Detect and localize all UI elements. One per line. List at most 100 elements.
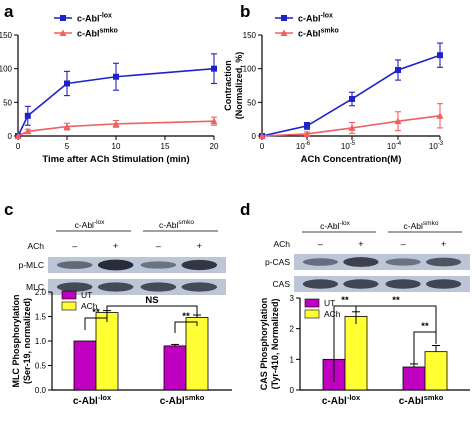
panel-d-ytick-label: 1 [290, 355, 295, 364]
panel-c-blot: c-Abl-lox c-Ablsmko ACh – + – + p-MLC MLC [18, 219, 226, 295]
panel-a-point [211, 65, 217, 72]
panel-c-sig-bracket [106, 305, 198, 318]
panel-c-blot-band [140, 261, 177, 269]
panel-d-sig-bracket [413, 331, 437, 366]
panel-b-legend-marker [281, 15, 287, 21]
panel-a-xtick-label: 15 [161, 142, 170, 151]
panel-c-legend-label: UT [81, 290, 92, 300]
panel-d-legend-swatch [304, 298, 320, 308]
panel-b-ytick-label: 0 [252, 132, 257, 141]
panel-label-c: c [4, 200, 13, 219]
panel-d-legend-label: ACh [324, 309, 341, 319]
panel-d-blot-band [343, 257, 379, 267]
panel-b-xtick-label: 10-5 [341, 141, 356, 151]
panel-c-blot-strip [48, 279, 226, 295]
panel-d-bar [402, 366, 426, 391]
panel-b-ytick-label: 150 [243, 31, 257, 40]
panel-a-xtick-label: 0 [16, 142, 21, 151]
panel-a-point [210, 117, 218, 125]
panel-b-point [303, 130, 311, 137]
panel-c-sig-label: ** [92, 307, 100, 318]
panel-c-category-label: c-Ablsmko [160, 393, 205, 407]
panel-b-ytick-label: 100 [243, 65, 257, 74]
panel-b-x-axis-label: ACh Concentration(M) [301, 154, 402, 165]
panel-b-series-line [261, 54, 441, 137]
panel-c-blot-strip [48, 257, 226, 273]
panel-c-row-label: MLC [26, 282, 44, 292]
panel-b-point [436, 112, 444, 119]
panel-a-point [24, 127, 32, 135]
panel-d-blot-band [385, 258, 421, 266]
panel-d-blot-strip [294, 254, 470, 270]
panel-c-blot-band [56, 282, 93, 292]
panel-d-group-label: c-Abl-lox [320, 220, 351, 231]
panel-b-ytick-label: 50 [247, 98, 256, 107]
panel-d-blot-strip [294, 276, 470, 292]
panel-d-legend-swatch [304, 309, 320, 319]
panel-c-bar [73, 340, 97, 391]
panel-c-ach-sign: – [156, 241, 161, 251]
panel-a-legend-marker [59, 29, 67, 36]
panel-d-row-label: p-CAS [265, 257, 290, 267]
panel-a-x-axis-label: Time after ACh Stimulation (min) [42, 154, 189, 165]
panel-b-xtick-label: 10-6 [296, 141, 311, 151]
panel-b-chart: 0 50 100 150 0 10-6 10-5 10-4 10-3 ACh Concentrat… [223, 13, 444, 166]
panel-a-ytick-label: 150 [0, 31, 13, 40]
panel-c-blot-band [181, 282, 218, 292]
panel-d-ytick-label: 2 [290, 325, 295, 334]
panel-a-xtick-label: 5 [65, 142, 70, 151]
panel-b-legend-marker [280, 29, 288, 36]
panel-b-legend-label: c-Ablsmko [298, 28, 339, 39]
panel-c-bar [185, 317, 209, 391]
panel-d-ach-sign: + [358, 239, 363, 249]
panel-d-blot-band [343, 279, 379, 289]
panel-d-ach-label: ACh [273, 239, 290, 249]
panel-a-xtick-label: 20 [210, 142, 219, 151]
panel-b-xtick-label: 10-4 [387, 141, 402, 151]
panel-c-blot-band [97, 259, 134, 271]
panel-b-xtick-label: 0 [260, 142, 265, 151]
panel-a-xtick-label: 10 [112, 142, 121, 151]
panel-c-legend-label: ACh [81, 301, 98, 311]
panel-d-blot: c-Abl-lox c-Ablsmko ACh – + – + p-CAS CAS [265, 220, 470, 292]
panel-c-ach-sign: + [113, 241, 118, 251]
panel-c-category-label: c-Abl-lox [73, 393, 112, 407]
panel-b-point [349, 95, 355, 102]
panel-b-point [348, 124, 356, 131]
panel-a-legend-label: c-Ablsmko [77, 28, 118, 39]
panel-a-ytick-label: 50 [3, 98, 12, 107]
panel-d-group-label: c-Ablsmko [404, 220, 439, 231]
panel-b-legend-label: c-Abl-lox [298, 13, 333, 24]
panel-c-ytick-label: 0.5 [35, 362, 47, 371]
panel-c-ytick-label: 1.0 [35, 337, 47, 346]
panel-c-blot-band [56, 261, 93, 269]
panel-c-ytick-label: 1.5 [35, 313, 47, 322]
panel-d-sig-bracket [355, 305, 437, 332]
panel-c-sig-label: NS [145, 295, 158, 306]
panel-b-point [437, 52, 443, 59]
panel-d-sig-label: ** [392, 295, 400, 306]
panel-b-xtick-label: 10-3 [429, 141, 444, 151]
panel-c-bar [163, 345, 187, 391]
panel-a-point [112, 120, 120, 127]
panel-c-blot-band [97, 282, 134, 292]
panel-d-chart: 0 1 2 3 CAS Phosphorylation(Tyr-410, Normali… [259, 294, 470, 407]
panel-d-ytick-label: 3 [290, 294, 295, 303]
panel-c-ach-sign: – [72, 241, 77, 251]
panel-b-point [394, 117, 402, 125]
panel-b-point [395, 67, 401, 74]
panel-a-legend-marker [60, 15, 66, 21]
panel-d-row-label: CAS [273, 279, 291, 289]
panel-a-point [24, 112, 31, 119]
panel-d-category-label: c-Ablsmko [399, 393, 444, 407]
panel-a-point [14, 132, 22, 139]
panel-d-y-axis-label: CAS Phosphorylation(Tyr-410, Normalized) [259, 298, 280, 391]
panel-d-category-label: c-Abl-lox [322, 393, 361, 407]
panel-c-blot-band [140, 282, 177, 292]
panel-c-row-label: p-MLC [18, 260, 44, 270]
panel-a-point [113, 73, 119, 80]
panel-d-blot-band [302, 279, 338, 289]
panel-d-legend-label: UT [324, 298, 335, 308]
